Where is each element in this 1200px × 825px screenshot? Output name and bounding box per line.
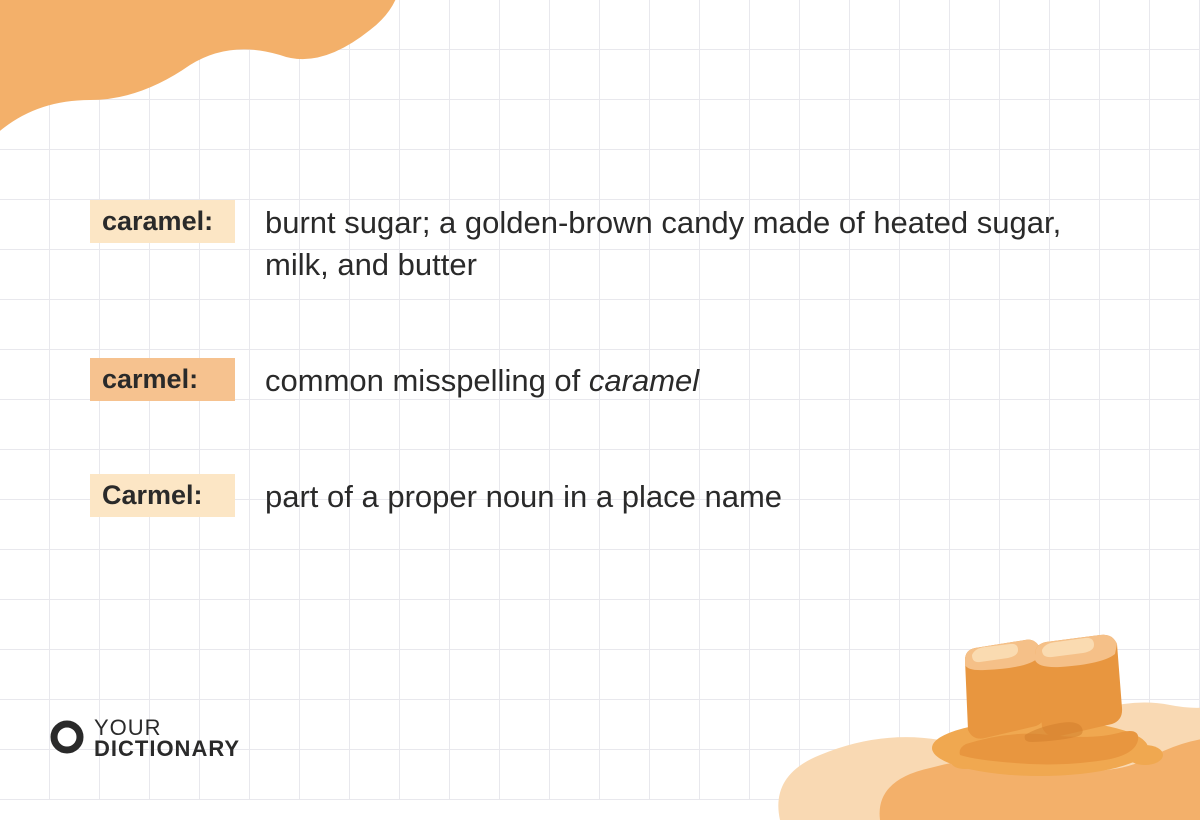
yourdictionary-logo: YOUR DICTIONARY — [50, 718, 240, 760]
definition-row: Carmel: part of a proper noun in a place… — [90, 474, 1110, 518]
definition-text-italic: caramel — [589, 363, 699, 398]
term-label-carmel: carmel: — [90, 358, 235, 401]
caramel-cubes-icon — [910, 600, 1170, 780]
definition-text: burnt sugar; a golden-brown candy made o… — [265, 200, 1110, 286]
logo-text: YOUR DICTIONARY — [94, 718, 240, 760]
definition-row: caramel: burnt sugar; a golden-brown can… — [90, 200, 1110, 286]
term-label-caramel: caramel: — [90, 200, 235, 243]
definition-text-prefix: common misspelling of — [265, 363, 589, 398]
definition-text: common misspelling of caramel — [265, 358, 1110, 402]
logo-line2: DICTIONARY — [94, 739, 240, 760]
term-label-carmel-proper: Carmel: — [90, 474, 235, 517]
logo-circle-icon — [50, 720, 84, 759]
definition-row: carmel: common misspelling of caramel — [90, 358, 1110, 402]
definition-text: part of a proper noun in a place name — [265, 474, 1110, 518]
decorative-blob-top-left — [0, 0, 420, 190]
definitions-content: caramel: burnt sugar; a golden-brown can… — [90, 200, 1110, 517]
